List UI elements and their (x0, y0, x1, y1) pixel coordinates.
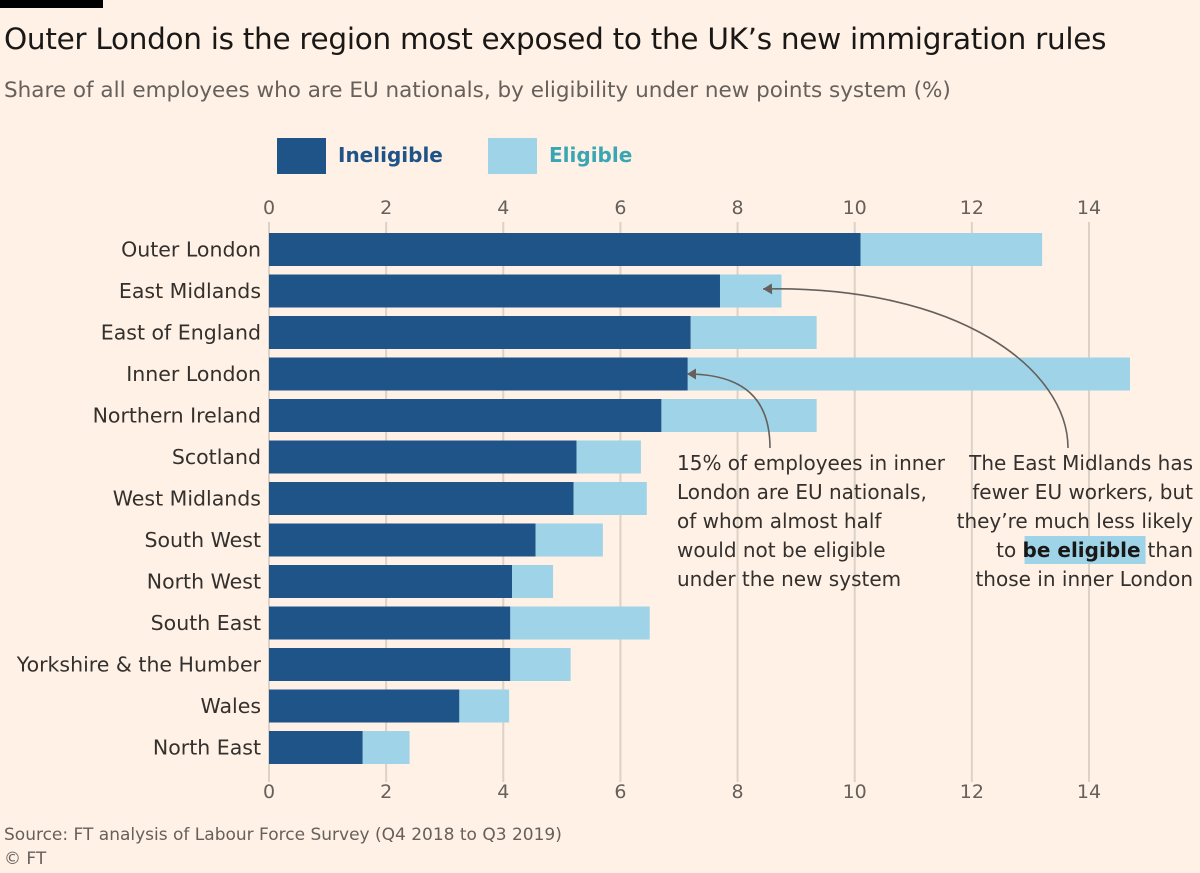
bar-east-midlands-ineligible (269, 274, 720, 308)
annotation-inner-london-line-2: of whom almost half (677, 509, 882, 533)
x-tick-label-top-4: 4 (497, 197, 509, 219)
x-tick-label-bottom-12: 12 (960, 781, 984, 803)
x-tick-label-top-10: 10 (843, 197, 867, 219)
bar-scotland-ineligible (269, 440, 577, 474)
chart-subtitle: Share of all employees who are EU nation… (4, 78, 951, 103)
category-label-inner-london: Inner London (126, 362, 261, 386)
annotation-east-midlands-line-0: The East Midlands has (968, 451, 1193, 475)
annotation-inner-london-line-1: London are EU nationals, (677, 480, 927, 504)
bar-yorkshire-the-humber-eligible (510, 648, 571, 681)
category-label-wales: Wales (200, 694, 261, 718)
annotation-inner-london-line-3: would not be eligible (677, 538, 886, 562)
bar-south-west-eligible (535, 523, 603, 557)
bar-inner-london-ineligible (269, 357, 688, 391)
chart-title: Outer London is the region most exposed … (4, 22, 1107, 56)
legend-label-ineligible: Ineligible (338, 143, 443, 167)
legend-label-eligible: Eligible (549, 143, 633, 167)
category-label-northern-ireland: Northern Ireland (93, 404, 261, 428)
annotation-east-midlands-line-2: they’re much less likely (957, 509, 1194, 533)
category-label-outer-london: Outer London (121, 238, 261, 262)
annotation-inner-london-line-0: 15% of employees in inner (677, 451, 946, 475)
x-tick-label-top-2: 2 (380, 197, 392, 219)
annotation-east-midlands-line-3-seg-1: be eligible (1023, 538, 1148, 562)
annotation-east-midlands-line-3-seg-0: to (996, 538, 1022, 562)
bar-northern-ireland-ineligible (269, 399, 662, 432)
bar-wales-eligible (459, 689, 510, 723)
bar-east-of-england-ineligible (269, 316, 691, 349)
annotation-east-midlands-arrow (762, 288, 1069, 449)
x-tick-label-top-12: 12 (960, 197, 984, 219)
ft-top-bar (0, 0, 103, 8)
bar-south-east-eligible (510, 606, 650, 640)
bar-north-west-ineligible (269, 565, 513, 598)
annotation-east-midlands-line-1: fewer EU workers, but (972, 480, 1193, 504)
category-label-scotland: Scotland (172, 445, 261, 469)
bar-south-east-ineligible (269, 606, 511, 640)
copyright-note: © FT (4, 849, 47, 869)
bar-yorkshire-the-humber-ineligible (269, 648, 511, 681)
category-label-west-midlands: West Midlands (113, 487, 261, 511)
legend-swatch-eligible (488, 138, 537, 174)
category-label-east-of-england: East of England (101, 321, 261, 345)
x-tick-label-bottom-2: 2 (380, 781, 392, 803)
x-tick-label-bottom-4: 4 (497, 781, 509, 803)
annotation-inner-london-arrowhead (687, 368, 696, 380)
annotation-inner-london-line-4: under the new system (677, 567, 901, 591)
bar-west-midlands-ineligible (269, 482, 574, 515)
source-note: Source: FT analysis of Labour Force Surv… (4, 825, 562, 845)
bar-northern-ireland-eligible (661, 399, 817, 432)
category-label-north-east: North East (153, 736, 261, 760)
x-tick-label-bottom-10: 10 (843, 781, 867, 803)
bar-west-midlands-eligible (573, 482, 647, 515)
bar-north-east-eligible (362, 731, 410, 764)
annotation-inner-london-line-3-seg-2: would not be eligible (677, 538, 886, 562)
x-tick-label-bottom-14: 14 (1077, 781, 1101, 803)
bar-outer-london-ineligible (269, 233, 861, 266)
annotation-east-midlands-highlight-box (1024, 536, 1146, 564)
category-label-south-east: South East (151, 611, 261, 635)
bar-inner-london-eligible (687, 357, 1130, 391)
category-label-north-west: North West (147, 570, 261, 594)
x-tick-label-bottom-8: 8 (732, 781, 744, 803)
legend-swatch-ineligible (277, 138, 326, 174)
bar-wales-ineligible (269, 689, 460, 723)
x-tick-label-bottom-6: 6 (614, 781, 626, 803)
category-label-yorkshire-the-humber: Yorkshire & the Humber (16, 653, 262, 677)
bar-outer-london-eligible (860, 233, 1043, 266)
annotation-east-midlands-arrowhead (763, 283, 773, 295)
bar-north-east-ineligible (269, 731, 363, 764)
annotation-east-midlands-line-3-seg-2: than (1148, 538, 1193, 562)
bar-east-midlands-eligible (719, 274, 782, 308)
x-tick-label-top-0: 0 (263, 197, 275, 219)
x-tick-label-bottom-0: 0 (263, 781, 275, 803)
x-tick-label-top-8: 8 (732, 197, 744, 219)
bar-south-west-ineligible (269, 523, 536, 557)
category-label-south-west: South West (145, 528, 262, 552)
x-tick-label-top-6: 6 (614, 197, 626, 219)
annotation-east-midlands-line-3: to be eligible than (996, 538, 1193, 562)
bar-north-west-eligible (512, 565, 554, 598)
bar-scotland-eligible (576, 440, 641, 474)
x-tick-label-top-14: 14 (1077, 197, 1101, 219)
bar-east-of-england-eligible (690, 316, 817, 349)
category-label-east-midlands: East Midlands (119, 279, 261, 303)
annotation-east-midlands-line-4: those in inner London (975, 567, 1193, 591)
annotation-inner-london-arrow (686, 373, 771, 449)
